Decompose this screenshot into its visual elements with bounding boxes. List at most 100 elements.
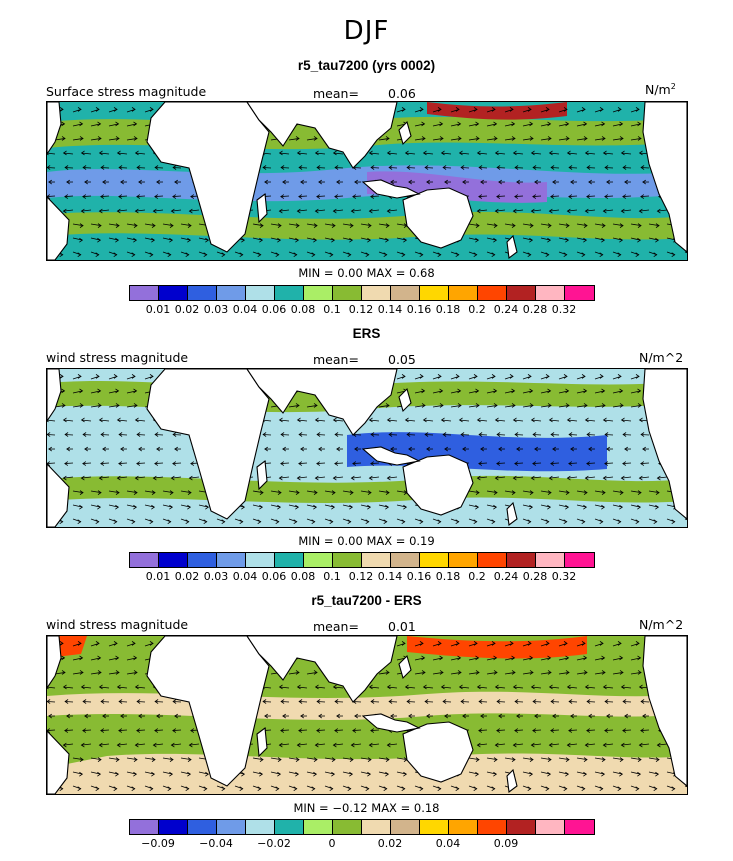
wind-arrow [423, 152, 434, 155]
wind-arrowhead [529, 403, 534, 408]
wind-arrowhead [491, 641, 496, 646]
wind-arrowhead [95, 252, 100, 258]
wind-arrowhead [655, 757, 660, 762]
wind-arrow [450, 657, 461, 661]
wind-arrowhead [442, 165, 447, 170]
wind-arrowhead [514, 165, 519, 170]
wind-arrowhead [532, 461, 537, 466]
wind-arrowhead [529, 121, 534, 127]
wind-arrowhead [115, 771, 120, 777]
wind-arrow [298, 195, 308, 197]
wind-arrowhead [136, 728, 141, 733]
wind-arrow [360, 490, 372, 494]
wind-arrowhead [61, 403, 66, 408]
wind-arrowhead [620, 417, 625, 423]
wind-arrowhead [583, 121, 588, 127]
wind-arrowhead [478, 194, 483, 199]
wind-arrowhead [581, 374, 586, 379]
wind-arrowhead [601, 670, 606, 675]
wind-arrow [136, 195, 146, 197]
wind-arrow [594, 237, 605, 241]
wind-arrowhead [476, 475, 481, 481]
wind-arrowhead [532, 432, 537, 437]
wind-arrow [477, 476, 488, 479]
wind-arrowhead [134, 417, 139, 423]
wind-arrowhead [512, 208, 517, 214]
wind-arrowhead [493, 757, 498, 762]
wind-arrowhead [548, 208, 553, 214]
wind-arrow [369, 686, 380, 689]
wind-arrowhead [444, 179, 449, 185]
wind-arrow [423, 419, 434, 422]
wind-arrow [532, 462, 542, 464]
wind-arrowhead [617, 107, 622, 112]
wind-arrow [72, 771, 83, 775]
wind-arrow [154, 195, 164, 197]
wind-arrowhead [619, 771, 624, 777]
wind-arrowhead [331, 504, 336, 510]
wind-arrowhead [347, 786, 352, 792]
wind-arrow [370, 195, 380, 197]
wind-arrowhead [133, 655, 138, 661]
wind-arrowhead [347, 519, 352, 525]
wind-arrowhead [350, 475, 355, 481]
wind-arrow [513, 152, 524, 155]
wind-arrow [279, 209, 290, 212]
wind-arrow [198, 237, 209, 241]
land-nz [506, 501, 518, 527]
colorbar-swatch [333, 553, 362, 567]
colorbar-tick-label: 0.08 [290, 570, 316, 583]
wind-arrowhead [133, 504, 138, 510]
colorbar-swatch [536, 553, 565, 567]
wind-arrow [189, 209, 200, 212]
wind-arrow [189, 743, 200, 746]
wind-arrowhead [316, 194, 321, 199]
wind-arrowhead [275, 786, 280, 792]
wind-arrowhead [529, 655, 534, 661]
wind-arrowhead [547, 237, 552, 243]
wind-arrow [558, 123, 569, 127]
wind-arrowhead [475, 136, 480, 141]
wind-arrow [495, 419, 506, 422]
wind-arrowhead [203, 786, 208, 792]
wind-arrow [288, 504, 299, 508]
wind-arrow [378, 138, 390, 141]
wind-arrowhead [280, 165, 285, 170]
wind-arrowhead [59, 786, 64, 792]
wind-arrowhead [534, 713, 539, 719]
wind-arrowhead [295, 136, 300, 141]
wind-arrow [586, 195, 596, 197]
wind-arrow [47, 462, 56, 464]
wind-arrowhead [102, 179, 107, 185]
wind-arrowhead [95, 641, 100, 646]
wind-arrow [126, 237, 137, 241]
wind-arrowhead [349, 237, 354, 243]
wind-arrowhead [84, 713, 89, 719]
colorbar-tick-label: 0.1 [323, 570, 341, 583]
wind-arrow [405, 152, 416, 155]
wind-arrow [126, 223, 138, 227]
wind-arrow [378, 405, 390, 408]
wind-arrowhead [494, 150, 499, 156]
wind-arrow [441, 152, 452, 155]
wind-arrowhead [149, 641, 154, 646]
wind-arrow [117, 419, 128, 422]
wind-arrow [162, 504, 173, 508]
wind-arrow [568, 195, 578, 197]
wind-arrowhead [138, 713, 143, 719]
wind-arrow [522, 504, 533, 508]
land-madagascar [256, 459, 268, 491]
wind-arrowhead [79, 670, 84, 675]
wind-arrowhead [259, 237, 264, 243]
wind-arrowhead [277, 757, 282, 762]
wind-arrow [342, 504, 353, 508]
wind-arrow [540, 123, 551, 127]
wind-arrowhead [331, 757, 336, 762]
colorbar-tick-label: 0.12 [348, 570, 374, 583]
colorbar-tick-label: −0.02 [257, 837, 291, 850]
wind-arrowhead [136, 194, 141, 199]
wind-arrow [280, 462, 290, 464]
wind-arrow [576, 390, 587, 394]
wind-arrowhead [334, 461, 339, 466]
wind-arrowhead [154, 194, 159, 199]
